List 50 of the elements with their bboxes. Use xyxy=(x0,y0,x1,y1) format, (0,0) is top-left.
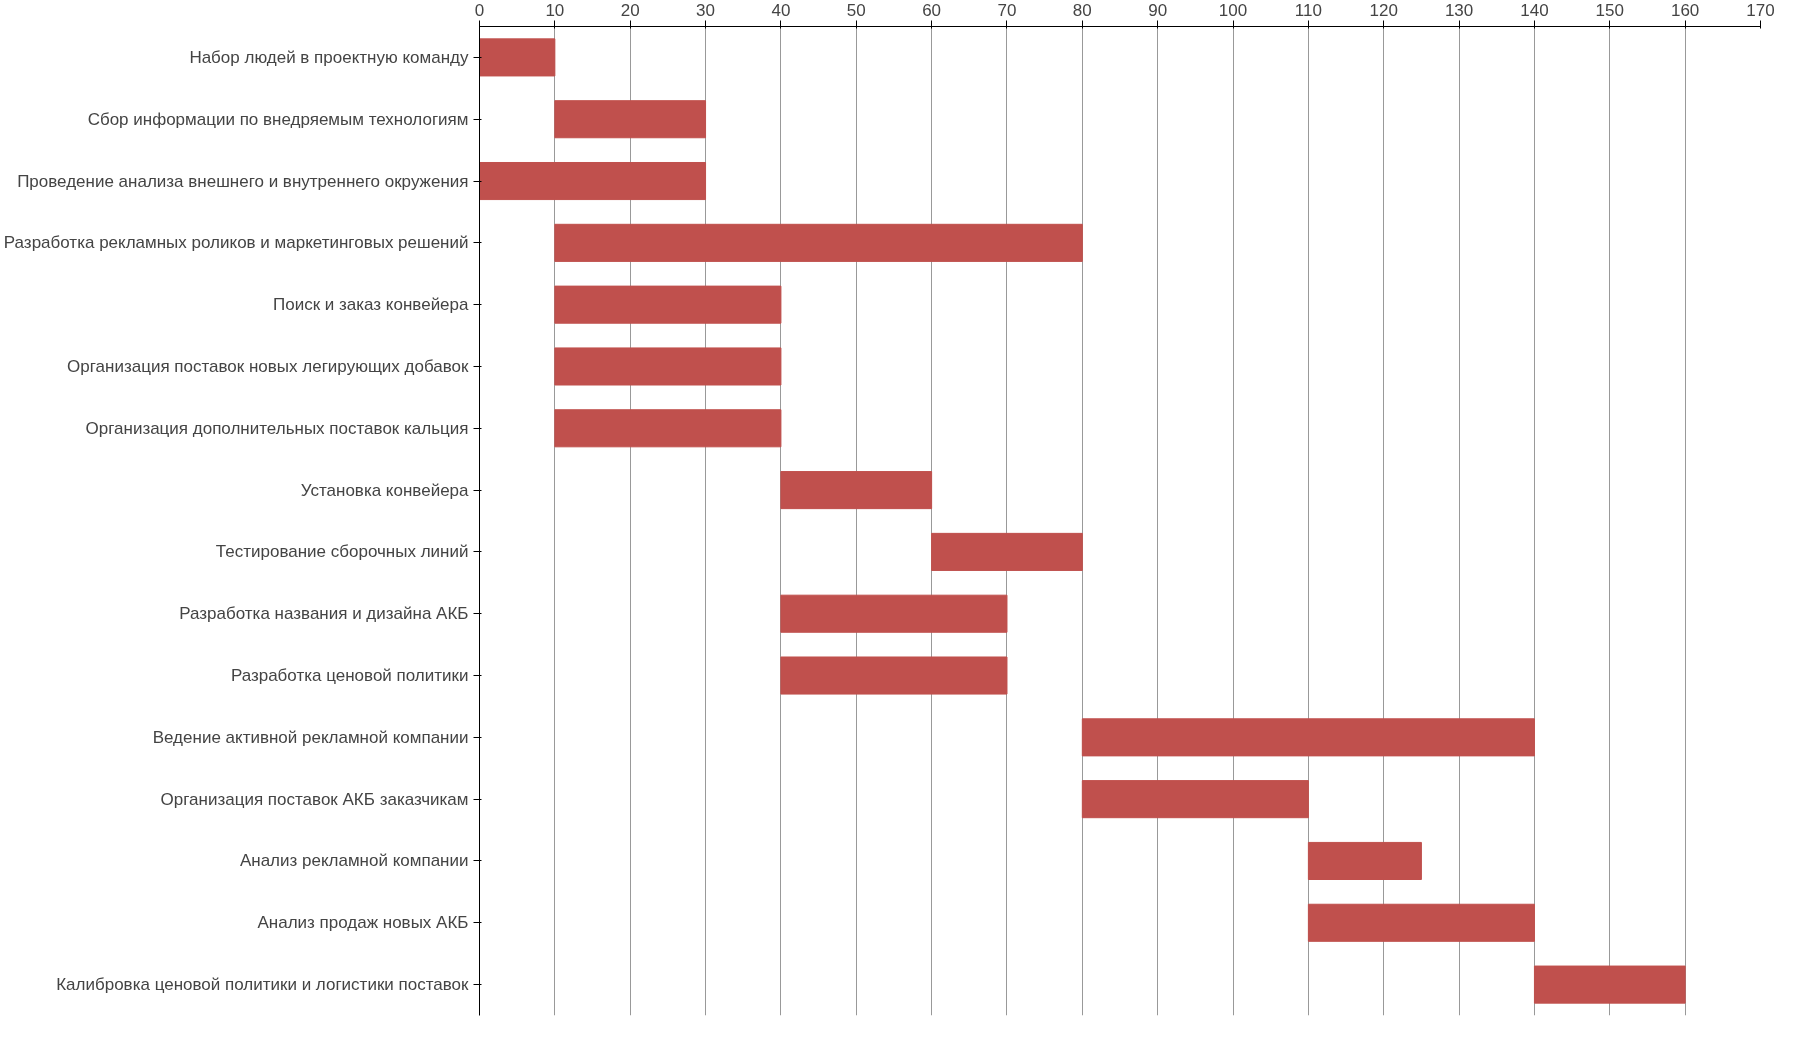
y-tick-label: Разработка рекламных роликов и маркетинговых решений xyxy=(3,233,469,253)
x-tick-label: 70 xyxy=(997,0,1017,20)
y-tick-label: Разработка ценовой политики xyxy=(230,666,469,686)
x-tick-label: 150 xyxy=(1595,0,1624,20)
x-tick-label: 40 xyxy=(771,0,791,20)
bar xyxy=(780,471,933,510)
x-tick-label: 50 xyxy=(846,0,866,20)
x-tick-label: 0 xyxy=(474,0,485,20)
x-tick-label: 90 xyxy=(1148,0,1168,20)
bar xyxy=(479,38,556,77)
bar xyxy=(554,223,1083,262)
bar xyxy=(479,161,707,201)
bar xyxy=(780,656,1008,695)
bar xyxy=(1081,780,1309,819)
y-tick-label: Тестирование сборочных линий xyxy=(215,542,469,562)
bar xyxy=(554,409,782,448)
y-tick-label: Анализ продаж новых АКБ xyxy=(257,913,469,933)
y-tick-label: Анализ рекламной компании xyxy=(239,851,469,871)
x-tick-label: 30 xyxy=(696,0,716,20)
y-tick-label: Ведение активной рекламной компании xyxy=(152,727,469,747)
x-tick-label: 100 xyxy=(1218,0,1248,20)
y-tick-label: Организация дополнительных поставок кальция xyxy=(85,418,469,438)
bar xyxy=(931,532,1083,571)
x-tick-label: 10 xyxy=(545,0,565,20)
x-tick-label: 60 xyxy=(922,0,942,20)
y-tick-label: Установка конвейера xyxy=(300,480,470,500)
bar xyxy=(554,285,782,324)
bar xyxy=(554,100,707,139)
bar xyxy=(1533,965,1686,1004)
y-tick-label: Проведение анализа внешнего и внутреннего окружения xyxy=(17,171,469,191)
y-tick-label: Калибровка ценовой политики и логистики поставок xyxy=(56,975,470,995)
y-tick-label: Организация поставок АКБ заказчикам xyxy=(160,789,469,809)
bar xyxy=(554,347,782,386)
bar xyxy=(1081,718,1535,757)
x-tick-label: 160 xyxy=(1670,0,1700,20)
y-tick-label: Разработка названия и дизайна АКБ xyxy=(179,604,469,624)
y-tick-label: Организация поставок новых легирующих добавок xyxy=(67,356,470,376)
bar xyxy=(780,594,1008,633)
x-tick-label: 170 xyxy=(1746,0,1775,20)
y-tick-label: Сбор информации по внедряемым технологиям xyxy=(87,109,469,129)
x-tick-label: 80 xyxy=(1072,0,1092,20)
bar xyxy=(1307,903,1535,942)
x-tick-label: 130 xyxy=(1444,0,1474,20)
x-tick-label: 140 xyxy=(1520,0,1549,20)
x-tick-label: 120 xyxy=(1369,0,1398,20)
y-tick-label: Поиск и заказ конвейера xyxy=(272,295,470,315)
bar xyxy=(1307,841,1422,881)
x-tick-label: 20 xyxy=(620,0,640,20)
y-tick-label: Набор людей в проектную команду xyxy=(189,47,469,67)
x-tick-label: 110 xyxy=(1294,0,1322,20)
